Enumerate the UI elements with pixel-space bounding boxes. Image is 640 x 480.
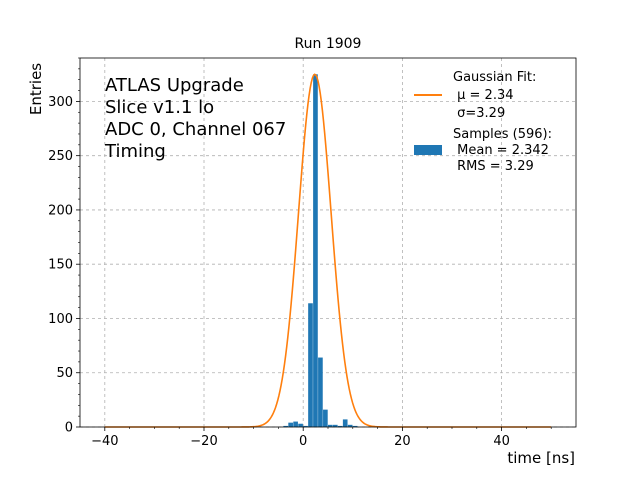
- y-tick-label: 250: [48, 149, 73, 164]
- histogram-bar: [308, 303, 313, 427]
- legend-hist-rms: RMS = 3.29: [453, 159, 534, 174]
- x-tick-label: −40: [91, 434, 118, 449]
- histogram-bars: [283, 74, 358, 427]
- y-axis-label: Entries: [27, 63, 45, 115]
- histogram-bar: [298, 423, 303, 427]
- y-tick-label: 50: [56, 366, 73, 381]
- histogram-bar: [332, 424, 338, 427]
- histogram-bar: [328, 424, 333, 427]
- x-tick-label: −20: [190, 434, 217, 449]
- histogram-bar: [283, 425, 289, 427]
- axes-ticks: −40 −20 0 20 40 0 50 100 150 200 250 300: [48, 57, 552, 449]
- y-tick-label: 0: [65, 421, 73, 436]
- histogram-bar: [303, 425, 308, 427]
- chart-title: Run 1909: [295, 36, 362, 52]
- x-tick-label: 20: [394, 434, 411, 449]
- x-tick-label: 40: [493, 434, 510, 449]
- histogram-bar: [337, 425, 343, 427]
- legend: Gaussian Fit: μ = 2.34 σ=3.29 Samples (5…: [414, 70, 552, 174]
- histogram-bar: [288, 422, 293, 427]
- y-tick-label: 150: [48, 258, 73, 273]
- legend-hist-swatch: [414, 145, 442, 155]
- y-tick-label: 200: [48, 203, 73, 218]
- annotation-line-1: ATLAS Upgrade: [105, 75, 244, 96]
- legend-fit-title: Gaussian Fit:: [453, 70, 536, 85]
- histogram-bar: [293, 421, 298, 427]
- legend-fit-sigma: σ=3.29: [453, 106, 505, 121]
- legend-fit-mu: μ = 2.34: [453, 88, 514, 103]
- x-tick-label: 0: [299, 434, 307, 449]
- histogram-bar: [342, 419, 348, 427]
- annotation-line-3: ADC 0, Channel 067: [105, 119, 286, 140]
- histogram-bar: [313, 74, 318, 427]
- x-axis-label: time [ns]: [507, 449, 575, 467]
- histogram-bar: [352, 425, 358, 427]
- histogram-bar: [318, 357, 323, 427]
- annotation-line-2: Slice v1.1 lo: [105, 97, 214, 118]
- histogram-bar: [347, 424, 353, 427]
- y-tick-label: 100: [48, 312, 73, 327]
- legend-hist-mean: Mean = 2.342: [453, 143, 549, 158]
- legend-hist-title: Samples (596):: [453, 127, 552, 142]
- annotation-line-4: Timing: [104, 141, 166, 162]
- annotation-block: ATLAS Upgrade Slice v1.1 lo ADC 0, Chann…: [104, 75, 286, 162]
- histogram-bar: [323, 409, 328, 427]
- y-tick-label: 300: [48, 95, 73, 110]
